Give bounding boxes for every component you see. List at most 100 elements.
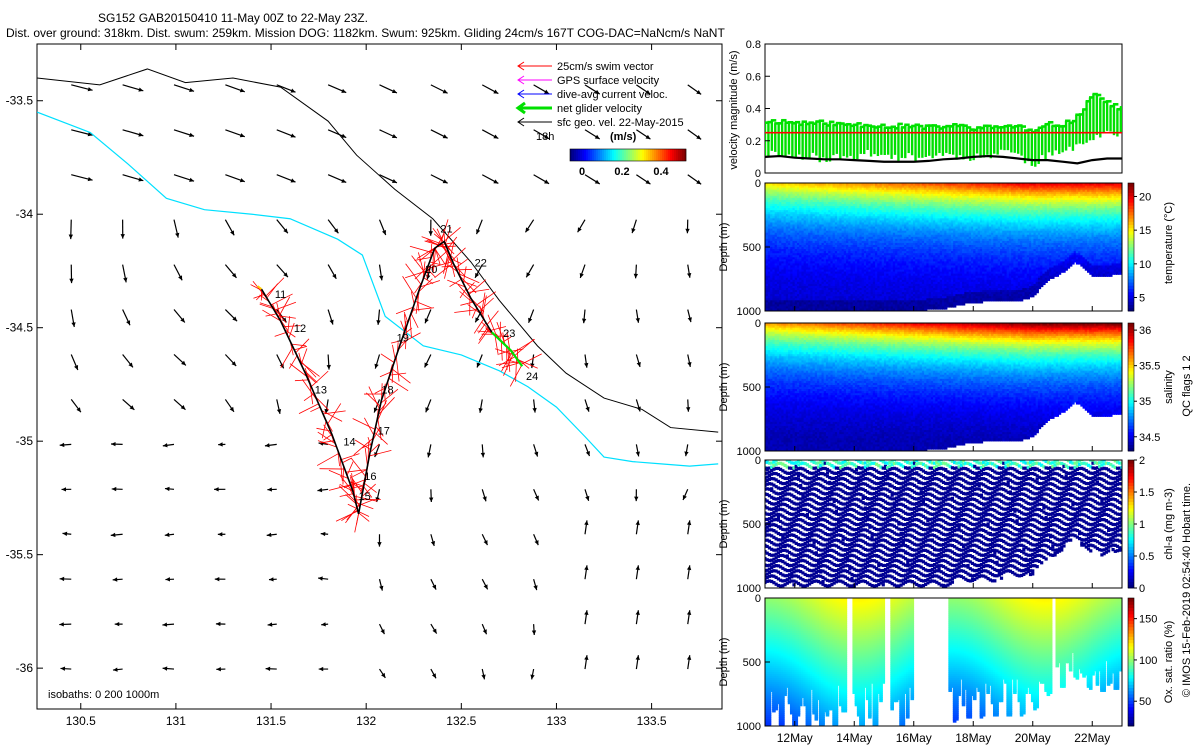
temperature-sample — [828, 259, 832, 263]
temperature-sample — [890, 271, 894, 275]
temperature-sample — [897, 298, 901, 302]
temperature-sample — [817, 208, 821, 212]
temperature-sample — [765, 308, 769, 311]
temperature-sample — [875, 273, 879, 277]
temperature-sample — [877, 197, 881, 202]
temperature-sample — [794, 193, 798, 197]
temperature-sample — [796, 212, 801, 216]
temperature-sample — [904, 191, 908, 195]
temperature-sample — [892, 220, 897, 224]
temperature-sample — [812, 259, 816, 263]
temperature-sample — [776, 271, 781, 275]
temperature-sample — [834, 183, 839, 187]
temperature-sample — [897, 210, 901, 214]
temperature-sample — [863, 212, 868, 216]
temperature-sample — [870, 210, 874, 214]
temperature-sample — [767, 251, 772, 255]
temperature-sample — [875, 267, 879, 271]
temperature-sample — [837, 277, 841, 281]
temperature-sample — [821, 261, 825, 265]
temperature-sample — [812, 183, 816, 187]
temperature-sample — [841, 244, 845, 249]
temperature-sample — [872, 218, 877, 222]
temperature-sample — [895, 224, 899, 228]
temperature-sample — [843, 191, 848, 195]
temperature-sample — [870, 249, 874, 253]
geo-velocity-arrowhead — [111, 486, 117, 492]
header-line-2: Dist. over ground: 318km. Dist. swum: 25… — [6, 26, 725, 40]
temperature-sample — [839, 208, 843, 212]
geo-velocity-arrowhead — [526, 272, 531, 278]
temperature-sample — [895, 287, 899, 292]
temperature-sample — [819, 277, 823, 281]
temperature-sample — [781, 214, 785, 218]
legend-colorbar-cell — [606, 149, 609, 161]
temperature-sample — [888, 294, 892, 298]
temperature-sample — [783, 251, 787, 255]
header-line-1: SG152 GAB20150410 11-May 00Z to 22-May 2… — [98, 11, 368, 25]
geo-velocity-arrowhead — [585, 495, 590, 501]
temperature-sample — [772, 275, 776, 279]
temperature-sample — [794, 275, 798, 279]
temperature-sample — [841, 247, 845, 251]
temperature-sample — [821, 220, 825, 224]
temperature-sample — [890, 306, 894, 310]
temperature-sample — [886, 216, 890, 220]
temperature-sample — [866, 210, 870, 214]
geo-velocity-arrowhead — [283, 228, 288, 234]
temperature-sample — [767, 242, 772, 247]
temperature-sample — [819, 273, 823, 277]
temperature-sample — [863, 240, 868, 245]
temperature-sample — [843, 193, 848, 197]
temperature-sample — [803, 251, 807, 255]
temperature-sample — [837, 275, 841, 279]
temperature-sample — [832, 212, 836, 216]
temperature-sample — [790, 271, 794, 275]
temperature-sample — [774, 275, 778, 279]
temperature-sample — [850, 253, 854, 257]
temperature-sample — [846, 242, 850, 247]
geo-velocity-arrowhead — [482, 496, 487, 502]
temperature-sample — [825, 249, 830, 253]
temperature-sample — [899, 283, 903, 288]
temperature-sample — [765, 218, 769, 222]
temperature-sample — [870, 251, 874, 255]
temperature-sample — [899, 214, 903, 218]
temperature-sample — [852, 279, 856, 284]
temperature-sample — [904, 195, 908, 200]
temperature-sample — [888, 287, 892, 292]
temperature-sample — [796, 294, 801, 298]
temperature-sample — [808, 187, 812, 191]
temperature-sample — [872, 285, 877, 290]
temperature-sample — [850, 204, 854, 208]
temperature-sample — [817, 292, 821, 296]
geo-velocity-arrowhead — [645, 89, 651, 95]
temperature-sample — [799, 214, 803, 218]
temperature-sample — [767, 247, 772, 251]
legend-colorbar — [569, 148, 687, 162]
temperature-sample — [881, 294, 885, 298]
temperature-sample — [888, 232, 892, 236]
day-label: 11 — [275, 289, 286, 301]
temperature-sample — [899, 189, 903, 193]
temperature-sample — [821, 269, 825, 273]
temperature-sample — [850, 191, 854, 195]
temperature-sample — [846, 273, 850, 277]
temperature-sample — [861, 290, 865, 294]
temperature-sample — [821, 201, 825, 206]
temperature-sample — [799, 224, 803, 228]
temperature-sample — [781, 216, 785, 220]
temperature-sample — [828, 226, 832, 230]
temperature-sample — [781, 224, 785, 228]
temperature-sample — [776, 249, 781, 253]
temperature-sample — [774, 234, 778, 238]
temperature-sample — [899, 277, 903, 281]
temperature-sample — [799, 183, 803, 187]
temperature-sample — [830, 216, 834, 220]
temperature-sample — [765, 279, 769, 284]
temperature-sample — [799, 281, 803, 286]
temperature-sample — [825, 294, 830, 298]
temperature-sample — [823, 201, 827, 206]
temperature-sample — [868, 234, 872, 238]
temperature-sample — [881, 214, 885, 218]
